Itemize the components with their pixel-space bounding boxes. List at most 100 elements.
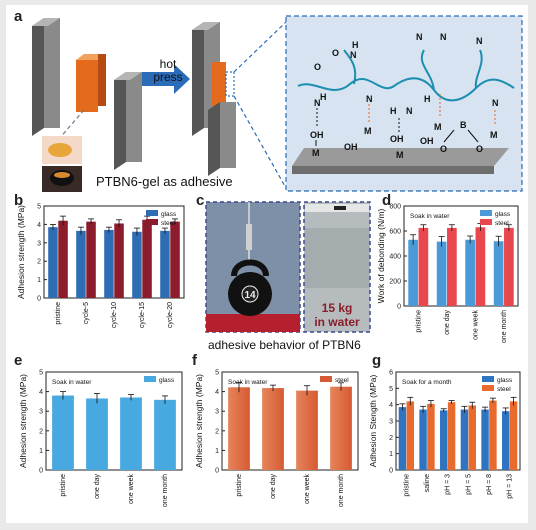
svg-text:M: M bbox=[312, 148, 320, 158]
plate-right-pair bbox=[192, 22, 236, 176]
plot-frame bbox=[45, 371, 183, 471]
legend-label-glass: glass bbox=[497, 377, 513, 384]
x-tick-label: pristine bbox=[236, 474, 243, 497]
y-tick-label: 5 bbox=[215, 370, 219, 377]
y-axis-label: Work of debonding (N/m) bbox=[376, 208, 386, 303]
svg-text:H: H bbox=[320, 92, 327, 102]
bar-glass-1 bbox=[76, 230, 86, 298]
plate-left-back bbox=[32, 18, 60, 136]
legend-label-steel: steel bbox=[495, 220, 509, 227]
y-tick-label: 5 bbox=[39, 370, 43, 377]
chart-f: 0 1 2 3 4 5 Adhesion strength (MPa) Soak in wat… bbox=[194, 370, 359, 507]
chart-title: Soak in water bbox=[410, 213, 450, 220]
y-tick-label: 3 bbox=[39, 409, 43, 416]
x-tick-label: pH = 3 bbox=[445, 474, 452, 495]
svg-text:OH: OH bbox=[420, 136, 434, 146]
x-tick-label: cycle-10 bbox=[111, 302, 118, 328]
chart-g: 0 1 2 3 4 5 6 Adhesion Stength (MPa) Soak for a … bbox=[368, 370, 521, 499]
y-tick-label: 2 bbox=[39, 428, 43, 435]
y-axis-label: Adhesion strength (MPa) bbox=[194, 374, 204, 468]
y-tick-label: 5 bbox=[389, 386, 393, 393]
y-tick-label: 200 bbox=[389, 279, 401, 286]
bar-glass-4 bbox=[160, 230, 170, 298]
svg-text:O: O bbox=[476, 144, 483, 154]
chem-group-3: H N H OH M N N M OH bbox=[390, 32, 447, 160]
y-tick-label: 600 bbox=[389, 229, 401, 236]
svg-text:N: N bbox=[416, 32, 423, 42]
kettlebell-number: 14 bbox=[244, 290, 256, 301]
y-tick-label: 5 bbox=[37, 204, 41, 211]
y-tick-label: 6 bbox=[389, 370, 393, 377]
y-axis-label: Adhesion strength (MPa) bbox=[18, 374, 28, 468]
bar-glass-2 bbox=[440, 410, 448, 470]
y-tick-label: 3 bbox=[389, 419, 393, 426]
svg-text:H: H bbox=[424, 94, 431, 104]
load-label-water: in water bbox=[314, 315, 360, 329]
bar-steel-1 bbox=[86, 221, 96, 298]
bar-steel-2 bbox=[475, 227, 486, 306]
x-tick-label: cycle-15 bbox=[139, 302, 146, 328]
legend-label-glass: glass bbox=[159, 377, 175, 384]
panel-label-f: f bbox=[192, 352, 197, 369]
panel-label-e: e bbox=[14, 352, 23, 369]
svg-text:N: N bbox=[366, 94, 373, 104]
legend-label-glass: glass bbox=[161, 211, 177, 218]
svg-text:O: O bbox=[314, 62, 321, 72]
bar-steel-3 bbox=[504, 227, 514, 306]
bar-glass-5 bbox=[502, 411, 510, 470]
hot-label: hot bbox=[159, 57, 177, 71]
legend-swatch-steel bbox=[482, 385, 494, 391]
svg-text:M: M bbox=[396, 150, 404, 160]
svg-text:OH: OH bbox=[344, 142, 358, 152]
x-tick-label: pristine bbox=[60, 474, 67, 497]
bar-steel-3 bbox=[330, 386, 352, 470]
bar-steel-1 bbox=[447, 227, 457, 306]
x-tick-label: one month bbox=[501, 310, 508, 343]
bar-glass-2 bbox=[465, 239, 475, 306]
bar-glass-4 bbox=[481, 409, 489, 470]
bar-glass-2 bbox=[104, 229, 114, 298]
y-tick-label: 400 bbox=[389, 254, 401, 261]
x-tick-label: one day bbox=[94, 474, 101, 499]
bar-glass-3 bbox=[493, 241, 504, 306]
bar-steel-3 bbox=[468, 405, 476, 470]
x-tick-label: cycle-20 bbox=[167, 302, 174, 328]
legend-swatch-steel bbox=[146, 219, 158, 225]
svg-text:N: N bbox=[440, 32, 447, 42]
x-tick-label: pH = 8 bbox=[486, 474, 493, 495]
panel-a-caption: PTBN6-gel as adhesive bbox=[96, 174, 233, 189]
chart-title: Soak in water bbox=[52, 379, 92, 386]
y-tick-label: 1 bbox=[215, 448, 219, 455]
y-tick-label: 3 bbox=[37, 240, 41, 247]
legend-swatch-glass bbox=[482, 376, 494, 382]
legend-swatch-glass bbox=[144, 376, 156, 382]
chem-group-1: O O N H OH M bbox=[310, 48, 339, 158]
bar-glass-3 bbox=[154, 399, 176, 470]
legend-label-steel: steel bbox=[335, 377, 349, 384]
svg-text:OH: OH bbox=[390, 134, 404, 144]
legend-swatch-glass bbox=[480, 210, 492, 216]
svg-text:N: N bbox=[314, 98, 321, 108]
legend-label-glass: glass bbox=[495, 211, 511, 218]
polymer-chain bbox=[297, 77, 515, 102]
bar-steel-0 bbox=[418, 227, 429, 306]
zoom-line-top bbox=[233, 21, 287, 73]
panel-label-b: b bbox=[14, 192, 24, 209]
svg-text:N: N bbox=[476, 36, 483, 46]
x-tick-label: one day bbox=[270, 474, 277, 499]
y-tick-label: 3 bbox=[215, 409, 219, 416]
panel-c-caption: adhesive behavior of PTBN6 bbox=[208, 338, 361, 352]
svg-text:N: N bbox=[350, 50, 357, 60]
x-tick-label: pH = 5 bbox=[465, 474, 472, 495]
substrate-plate bbox=[292, 148, 509, 174]
bar-steel-2 bbox=[296, 390, 318, 470]
chart-title: Soak for a month bbox=[402, 379, 452, 386]
y-tick-label: 0 bbox=[37, 296, 41, 303]
x-tick-label: pristine bbox=[55, 302, 62, 325]
x-tick-label: pristine bbox=[403, 474, 410, 497]
x-tick-label: saline bbox=[424, 474, 431, 492]
panel-c-photos: 14 15 kg in water bbox=[204, 198, 372, 338]
y-tick-label: 0 bbox=[397, 304, 401, 311]
x-tick-label: one week bbox=[128, 474, 135, 504]
legend-swatch-steel bbox=[480, 219, 492, 225]
